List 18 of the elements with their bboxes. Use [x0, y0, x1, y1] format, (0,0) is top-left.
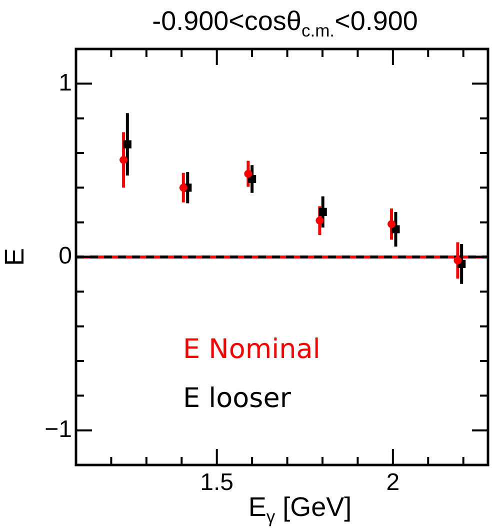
- point: [388, 220, 396, 228]
- chart-title: -0.900<cosθ$_{c.m.}$<0.900: [151, 6, 419, 42]
- point: [179, 184, 188, 192]
- text: E Nominal: [183, 334, 320, 365]
- point: [316, 216, 324, 225]
- x-tick-label: 1.5: [200, 469, 234, 496]
- y-tick-label: −1: [44, 416, 72, 443]
- point: [123, 140, 132, 148]
- y-axis-title: E: [0, 248, 30, 266]
- x-axis-title: E$_{γ}$ [GeV]: [248, 492, 352, 526]
- text: E looser: [183, 383, 292, 414]
- x-tick-label: 2: [386, 469, 400, 496]
- point: [318, 208, 327, 216]
- point: [454, 256, 462, 264]
- y-tick-label: 1: [58, 69, 72, 96]
- y-tick-label: 0: [58, 242, 72, 270]
- point: [120, 156, 128, 164]
- point: [244, 170, 252, 178]
